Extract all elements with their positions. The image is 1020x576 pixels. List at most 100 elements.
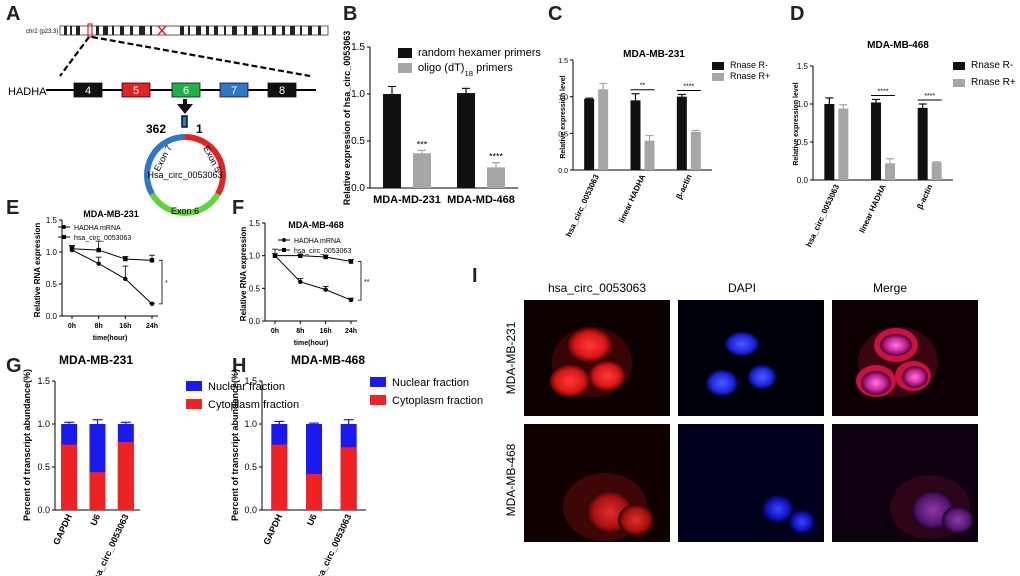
y-tick-label: 0.0	[249, 317, 261, 326]
y-tick-label: 1.0	[558, 95, 568, 102]
y-tick-label: 1.5	[351, 42, 365, 53]
x-tick-label: hsa_circ_0053063	[564, 173, 601, 239]
circ-arc-exon6	[149, 192, 221, 216]
gene-label: HADHA	[8, 86, 47, 98]
circ-arc-exon5	[184, 134, 226, 196]
legend-swatch	[953, 79, 965, 87]
legend-label: Rnase R+	[971, 77, 1016, 88]
bar	[487, 167, 505, 188]
bar	[383, 94, 401, 188]
y-tick-label: 0.5	[351, 136, 365, 147]
data-point	[123, 276, 128, 282]
panel-letter-d: D	[790, 3, 804, 25]
y-tick-label: 0.5	[797, 138, 809, 147]
legend-label: Nuclear fraction	[208, 381, 285, 393]
data-point	[123, 256, 128, 262]
bar	[917, 107, 928, 180]
fish-column-label-3: Merge	[873, 281, 907, 295]
chart-title: MDA-MB-231	[59, 353, 133, 367]
panel-letter-g: G	[6, 355, 22, 377]
series-line	[274, 255, 352, 301]
bar	[61, 444, 78, 510]
chromosome-bands	[64, 26, 321, 35]
legend-swatch	[186, 381, 202, 391]
series-line	[275, 255, 352, 263]
legend-swatch	[370, 377, 386, 387]
significance-label: ***	[417, 139, 428, 149]
centromere-mark	[157, 25, 167, 36]
legend-label: Nuclear fraction	[392, 377, 469, 389]
bar	[117, 442, 134, 510]
y-tick-label: 1.0	[351, 89, 365, 100]
legend-marker	[62, 235, 66, 239]
fish-image-231-dapi	[678, 300, 824, 416]
y-axis-label: Percent of transcript abundance(%)	[22, 369, 32, 521]
legend-marker	[282, 248, 286, 252]
y-tick-label: 0.5	[46, 280, 58, 289]
panel-i-fish: hsa_circ_0053063 DAPI Merge MDA-MB-231 M…	[504, 281, 978, 542]
bar	[871, 102, 881, 180]
exon-block	[171, 82, 201, 98]
legend-label: Rnase R-	[971, 60, 1013, 71]
legend-label: Rnase R+	[730, 71, 770, 81]
panel-letter-f: F	[232, 197, 244, 219]
fish-image-468-merge	[832, 424, 978, 542]
data-point	[298, 253, 303, 258]
x-tick-label: GAPDH	[51, 513, 74, 547]
bar	[584, 98, 595, 170]
exon-label: 7	[231, 85, 237, 97]
significance-label: **	[364, 279, 370, 286]
fish-row-label-1: MDA-MB-231	[504, 321, 518, 394]
exon-blocks: 4 5 6 7 8	[73, 82, 297, 98]
significance-label: ****	[878, 88, 889, 95]
significance-label: **	[640, 83, 646, 90]
zoom-line-right	[91, 35, 311, 78]
x-tick-label: 16h	[119, 323, 131, 330]
legend-label: Cytoplasm fraction	[392, 395, 483, 407]
x-axis-label: time(hour)	[93, 335, 128, 342]
x-tick-label: β-actin	[915, 183, 934, 211]
x-tick-label: MDA-MD-468	[447, 194, 515, 206]
legend-swatch	[398, 48, 412, 58]
chart-title: MDA-MB-231	[83, 209, 139, 219]
data-point	[348, 297, 354, 303]
significance-bracket	[159, 259, 163, 305]
panel-letter-h: H	[232, 355, 246, 377]
data-point	[348, 259, 354, 264]
fish-image-231-merge	[832, 300, 978, 416]
zoom-line-left	[59, 36, 90, 77]
panel-letter-i: I	[472, 265, 478, 287]
legend-label: Rnase R-	[730, 60, 768, 70]
data-point	[149, 258, 155, 263]
panel-letter-a: A	[6, 3, 20, 25]
legend-marker	[62, 225, 66, 229]
data-point	[69, 246, 75, 251]
bar	[931, 162, 942, 180]
x-tick-label: hsa_circ_0053063	[804, 183, 841, 249]
chart-e-stability-231: 0.0 0.5 1.0 1.5 MDA-MB-231 Relative RNA expre…	[33, 209, 168, 342]
bar	[676, 96, 687, 170]
legend-marker	[282, 238, 286, 242]
fish-image-231-circ	[524, 300, 670, 416]
significance-label: ****	[683, 83, 694, 90]
exon-block	[219, 82, 249, 98]
legend-label: HADHA mRNA	[294, 238, 341, 245]
circ-number-362: 362	[146, 122, 166, 136]
y-tick-label: 0.0	[797, 176, 809, 185]
y-axis-label: Percent of transcript abundance(%)	[230, 369, 240, 521]
y-tick-label: 0.5	[244, 462, 257, 472]
y-tick-label: 1.0	[46, 248, 58, 257]
legend-label: random hexamer primers	[418, 47, 541, 59]
circ-number-1: 1	[196, 122, 203, 136]
x-tick-label: MDA-MD-231	[373, 194, 441, 206]
chromosome-ideogram	[59, 25, 329, 36]
fish-image-468-circ	[524, 424, 670, 542]
x-tick-label: 0h	[68, 323, 76, 330]
y-tick-label: 0.0	[351, 183, 365, 194]
data-point	[272, 253, 278, 258]
y-axis-label: Relative expression level	[560, 75, 567, 158]
circ-name: Hsa_circ_0053063	[147, 170, 222, 180]
chart-title: MDA-MB-468	[291, 353, 365, 367]
panel-a-schematic: chr2 (p23.3) HADHA 4 5 6 7 8 362 1 Hsa_circ_…	[8, 23, 329, 216]
